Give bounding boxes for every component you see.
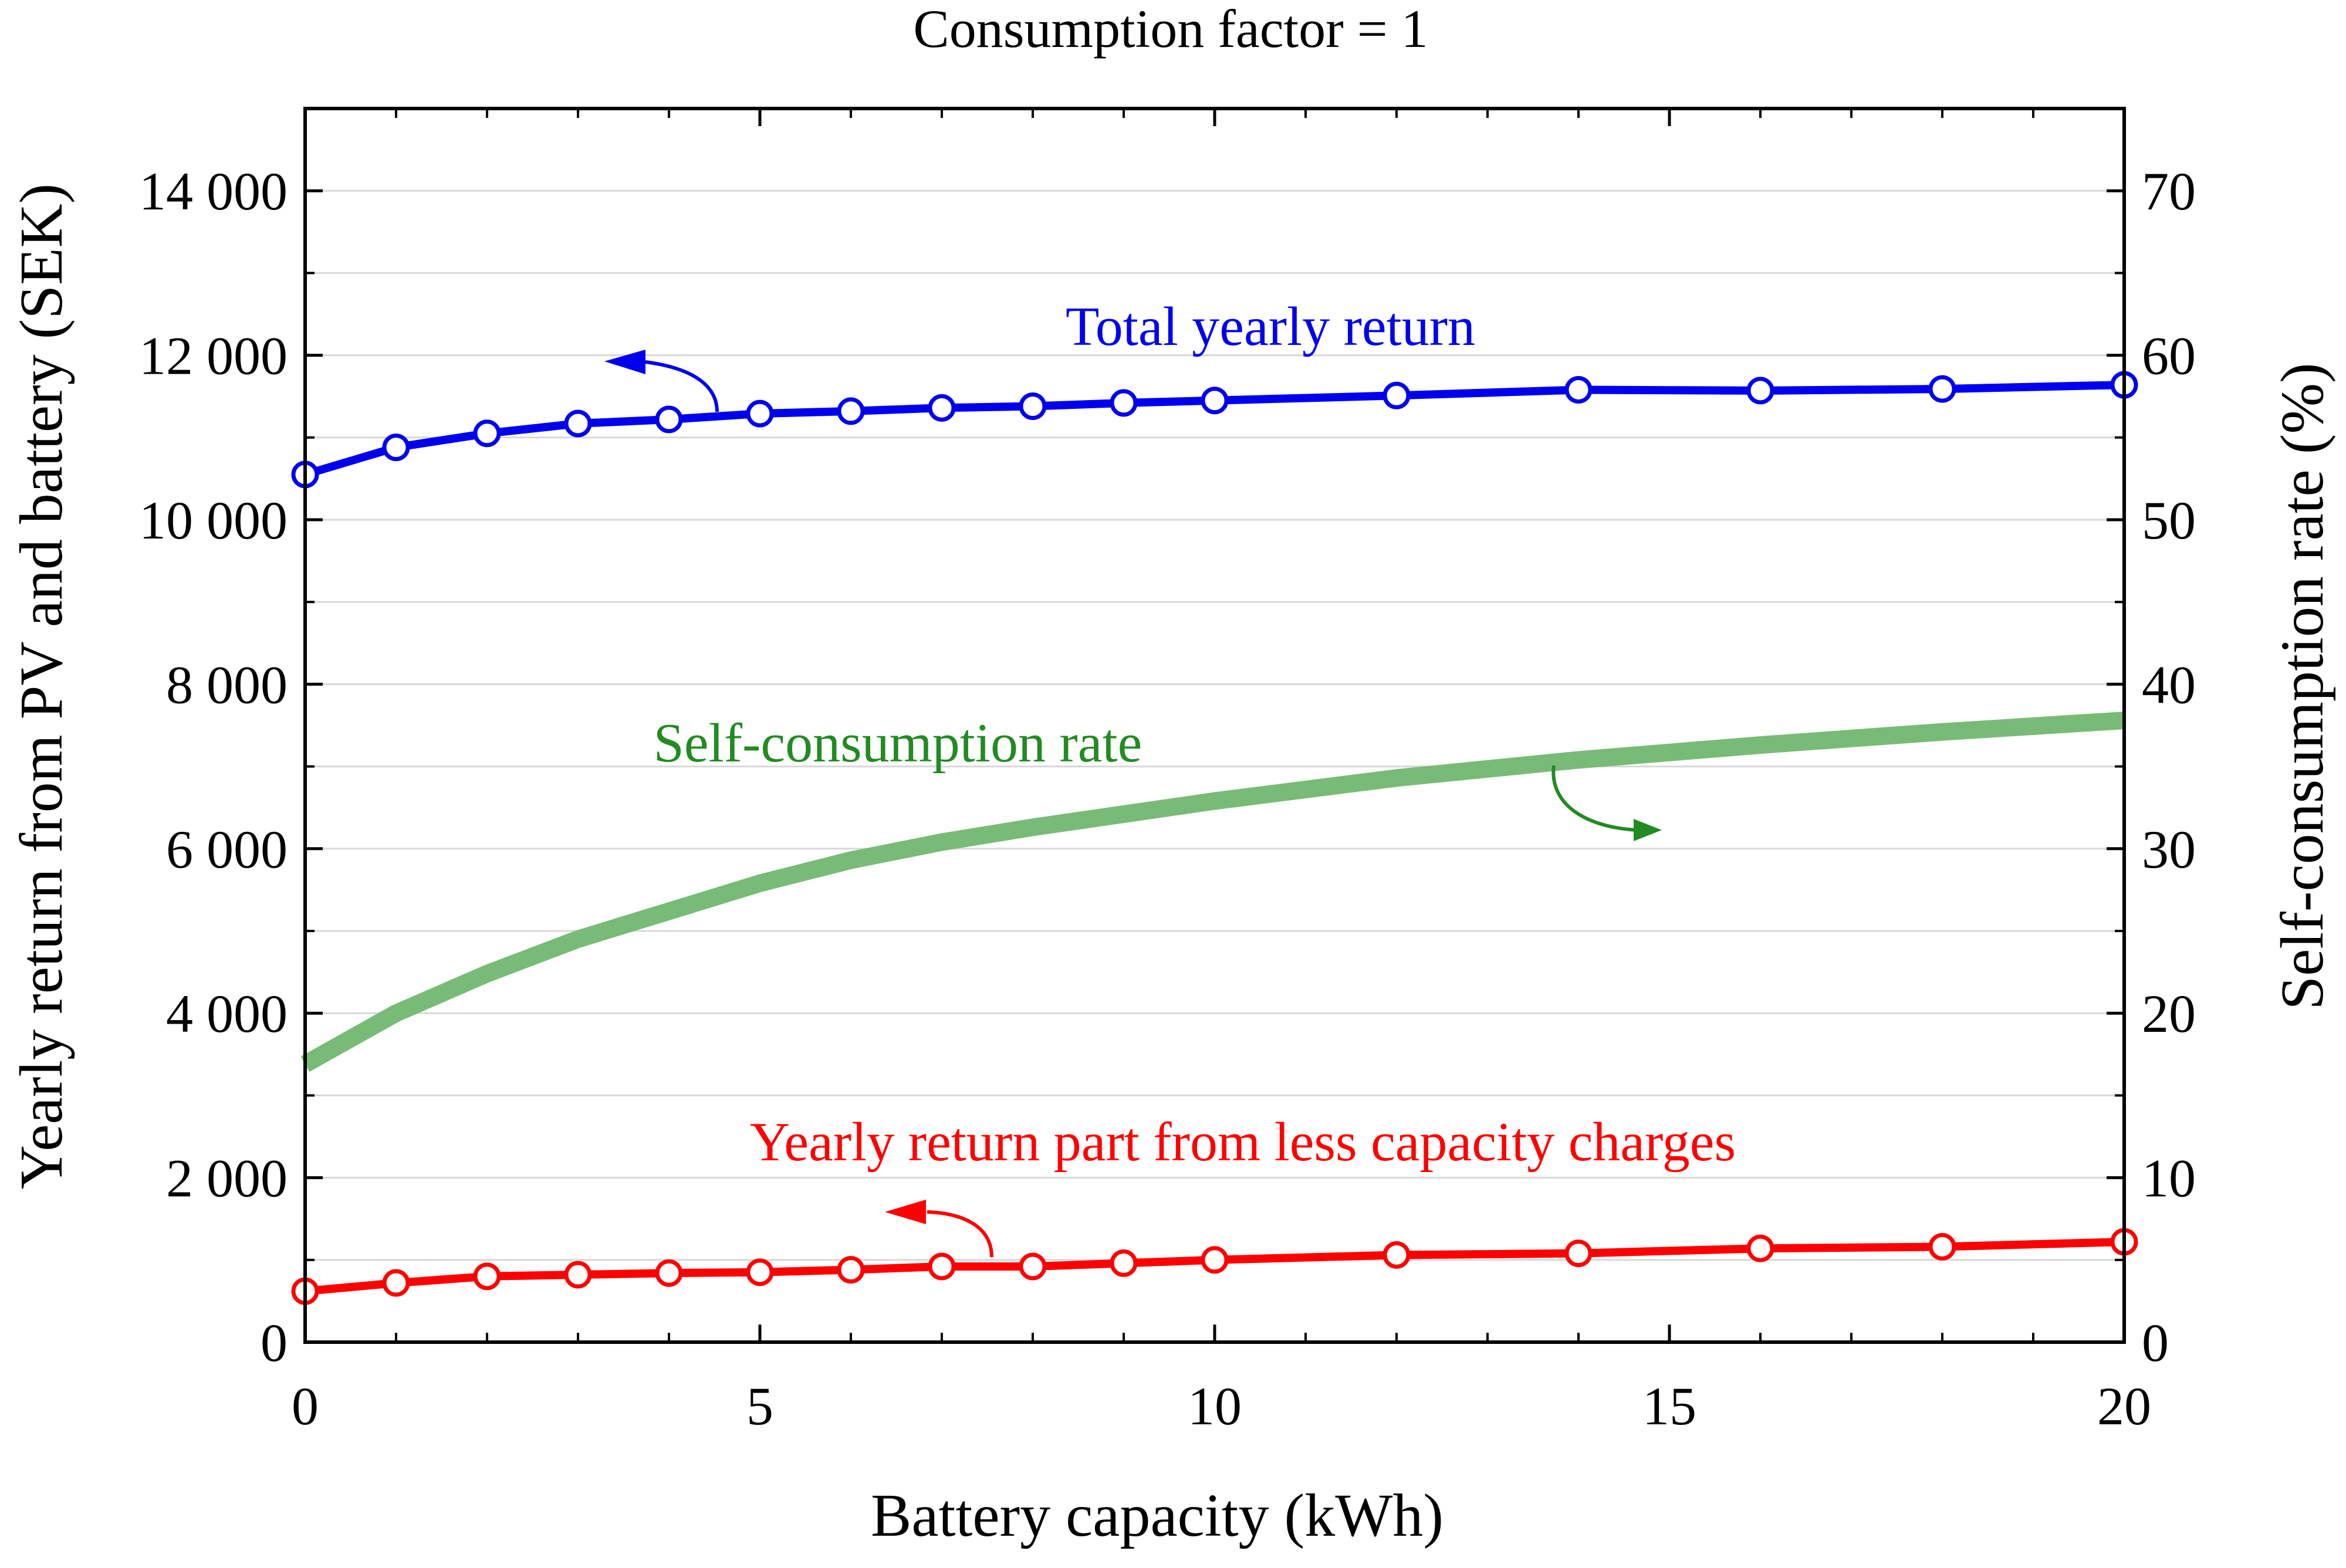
data-point: [655, 405, 683, 434]
y-right-tick-label: 40: [2142, 655, 2196, 714]
arrow-capacity-charges: [927, 1210, 993, 1258]
data-point: [1201, 1246, 1229, 1274]
data-point: [746, 399, 774, 428]
series-line-1: [300, 712, 2125, 1072]
series-label-total-yearly-return: Total yearly return: [1066, 296, 1475, 357]
y-left-tick-label: 2 000: [166, 1149, 288, 1208]
arrow-total-yearly-return-head: [604, 350, 645, 374]
data-point: [564, 409, 592, 438]
data-point: [1110, 1249, 1138, 1277]
data-point: [746, 1258, 774, 1286]
data-point: [473, 1262, 501, 1291]
chart-title: Consumption factor = 1: [913, 0, 1428, 59]
y-right-tick-label: 60: [2142, 326, 2196, 386]
y-left-tick-label: 6 000: [166, 819, 288, 879]
x-tick-label: 5: [746, 1376, 773, 1436]
y-right-tick-label: 0: [2142, 1313, 2169, 1373]
data-point: [1201, 387, 1229, 415]
data-point: [1928, 1232, 1956, 1261]
data-point: [1746, 1234, 1774, 1262]
arrow-self-consumption-rate: [1551, 765, 1638, 832]
y-right-tick-label: 10: [2142, 1149, 2196, 1208]
data-point: [837, 1256, 865, 1284]
data-point: [1019, 1252, 1047, 1281]
x-axis-title: Battery capacity (kWh): [871, 1482, 1444, 1549]
series-label-self-consumption-rate: Self-consumption rate: [654, 713, 1142, 774]
data-point: [1019, 392, 1047, 421]
arrow-total-yearly-return: [645, 360, 719, 412]
y-left-tick-label: 10 000: [139, 490, 288, 550]
x-tick-label: 0: [292, 1376, 319, 1436]
y-left-tick-label: 12 000: [139, 326, 288, 386]
y-axis-right-title: Self-consumption rate (%): [2269, 363, 2336, 1010]
annotation-layer: [604, 350, 1662, 1258]
y-right-tick-label: 50: [2142, 490, 2196, 550]
data-point: [473, 419, 501, 448]
x-tick-label: 20: [2097, 1376, 2151, 1436]
y-left-tick-label: 0: [261, 1313, 288, 1373]
grid-lines: [305, 189, 2124, 1261]
data-point: [655, 1259, 683, 1287]
y-axis-left-title: Yearly return from PV and battery (SEK): [8, 184, 75, 1190]
data-point: [1746, 377, 1774, 405]
data-point: [1382, 1241, 1411, 1269]
y-left-tick-label: 8 000: [166, 655, 288, 714]
data-point: [1928, 375, 1956, 403]
x-tick-label: 15: [1642, 1376, 1696, 1436]
data-point: [1564, 375, 1593, 404]
data-point: [1564, 1240, 1593, 1268]
data-point: [928, 394, 956, 422]
y-right-tick-label: 20: [2142, 984, 2196, 1044]
arrow-self-consumption-rate-head: [1634, 819, 1662, 841]
y-left-tick-label: 4 000: [166, 984, 288, 1044]
y-right-tick-label: 70: [2142, 161, 2196, 221]
data-point: [382, 1269, 410, 1297]
data-point: [837, 397, 865, 425]
data-point: [928, 1252, 956, 1281]
data-point: [382, 434, 410, 462]
y-left-tick-label: 14 000: [139, 161, 288, 221]
series-label-capacity-charges: Yearly return part from less capacity ch…: [750, 1112, 1736, 1173]
data-point: [564, 1261, 592, 1289]
y-right-tick-label: 30: [2142, 819, 2196, 879]
arrow-capacity-charges-head: [885, 1200, 926, 1224]
data-point: [1382, 381, 1411, 409]
series-line-2: [305, 1238, 2125, 1296]
series-line-0: [303, 381, 2125, 479]
x-tick-label: 10: [1188, 1376, 1242, 1436]
data-point: [1110, 389, 1138, 417]
